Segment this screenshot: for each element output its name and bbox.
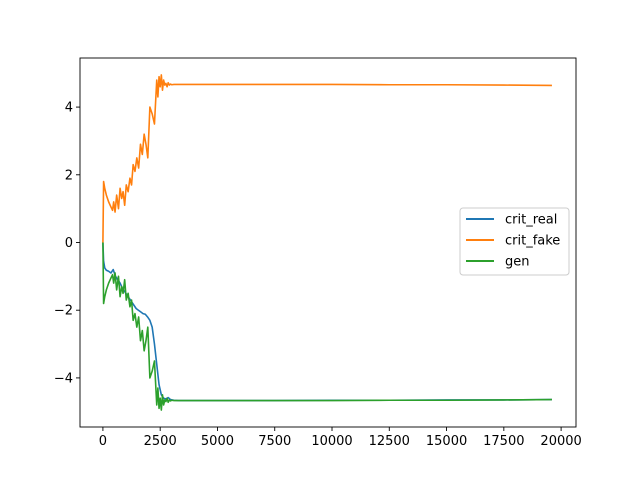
x-tick-label: 12500	[369, 434, 410, 449]
y-tick-label: −4	[54, 371, 73, 386]
x-tick-label: 5000	[201, 434, 234, 449]
x-tick-label: 15000	[426, 434, 467, 449]
x-tick-label: 17500	[483, 434, 524, 449]
x-tick-label: 2500	[144, 434, 177, 449]
series-line-gen	[102, 242, 552, 411]
y-tick-label: −2	[54, 304, 73, 319]
y-tick-label: 2	[65, 168, 73, 183]
y-tick-label: 0	[65, 236, 73, 251]
legend-label-gen: gen	[505, 255, 530, 270]
legend-box	[459, 207, 570, 276]
series-line-crit-fake	[102, 74, 552, 243]
x-tick-label: 0	[99, 434, 107, 449]
x-tick-label: 7500	[258, 434, 291, 449]
legend-label-crit-real: crit_real	[505, 213, 557, 228]
plot-area	[102, 74, 552, 411]
legend-label-crit-fake: crit_fake	[505, 234, 560, 249]
axes: 0 2500 5000 7500 10000 12500 15000 17500 20000 −4…	[54, 57, 582, 449]
y-tick-label: 4	[65, 101, 73, 116]
x-tick-label: 20000	[540, 434, 581, 449]
x-tick-label: 10000	[311, 434, 352, 449]
